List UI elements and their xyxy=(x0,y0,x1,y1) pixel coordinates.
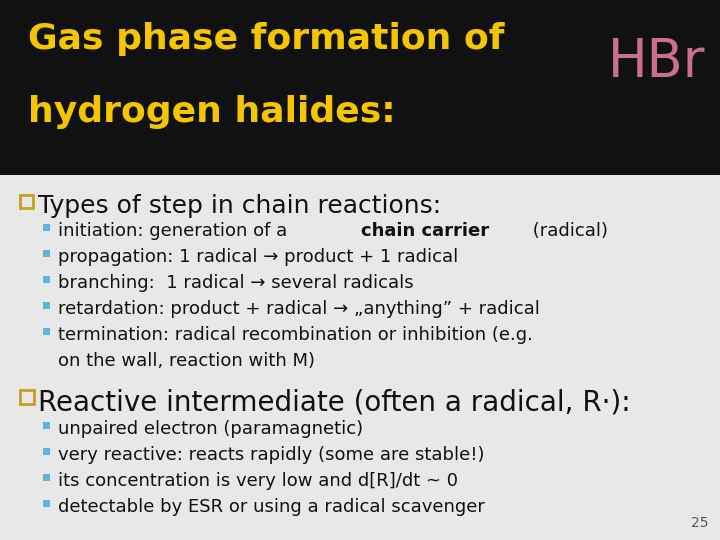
Bar xyxy=(43,474,50,481)
Text: retardation: product + radical → „anything” + radical: retardation: product + radical → „anythi… xyxy=(58,300,540,318)
Text: hydrogen halides:: hydrogen halides: xyxy=(28,95,395,129)
Text: branching:  1 radical → several radicals: branching: 1 radical → several radicals xyxy=(58,274,413,292)
Text: on the wall, reaction with M): on the wall, reaction with M) xyxy=(58,352,315,370)
Bar xyxy=(43,224,50,231)
Text: 25: 25 xyxy=(690,516,708,530)
Text: propagation: 1 radical → product + 1 radical: propagation: 1 radical → product + 1 rad… xyxy=(58,248,458,266)
Text: unpaired electron (paramagnetic): unpaired electron (paramagnetic) xyxy=(58,420,363,438)
Bar xyxy=(20,195,33,208)
Text: very reactive: reacts rapidly (some are stable!): very reactive: reacts rapidly (some are … xyxy=(58,446,485,464)
Text: (radical): (radical) xyxy=(526,222,608,240)
Bar xyxy=(43,500,50,507)
Bar xyxy=(43,448,50,455)
Text: termination: radical recombination or inhibition (e.g.: termination: radical recombination or in… xyxy=(58,326,533,344)
Bar xyxy=(20,390,34,404)
Bar xyxy=(43,422,50,429)
Bar xyxy=(43,328,50,335)
Bar xyxy=(0,0,720,175)
Text: Reactive intermediate (often a radical, R·):: Reactive intermediate (often a radical, … xyxy=(38,388,631,416)
Bar xyxy=(43,250,50,257)
Text: detectable by ESR or using a radical scavenger: detectable by ESR or using a radical sca… xyxy=(58,498,485,516)
Text: Gas phase formation of: Gas phase formation of xyxy=(28,22,505,56)
Text: HBr: HBr xyxy=(608,36,705,88)
Bar xyxy=(43,276,50,283)
Text: its concentration is very low and d[R]/dt ~ 0: its concentration is very low and d[R]/d… xyxy=(58,472,458,490)
Text: initiation: generation of a: initiation: generation of a xyxy=(58,222,293,240)
Text: Types of step in chain reactions:: Types of step in chain reactions: xyxy=(38,194,441,218)
Text: chain carrier: chain carrier xyxy=(361,222,490,240)
Bar xyxy=(43,302,50,309)
